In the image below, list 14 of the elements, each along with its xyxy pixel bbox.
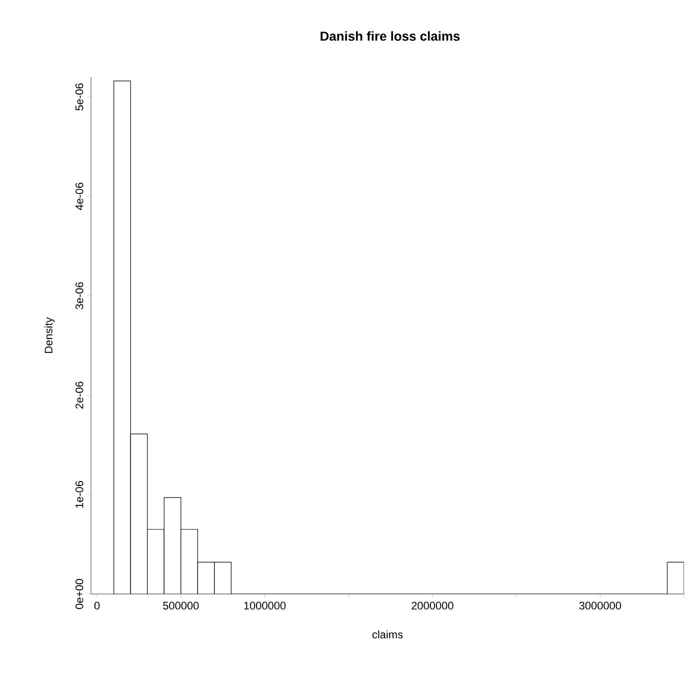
x-tick-label: 2000000 bbox=[412, 602, 454, 610]
y-tick-label: 0e+00 bbox=[75, 579, 84, 609]
x-tick-label: 500000 bbox=[163, 602, 199, 610]
x-tick-label: 0 bbox=[94, 602, 100, 610]
y-axis-title: Density bbox=[44, 317, 55, 353]
y-tick-label: 2e-06 bbox=[75, 382, 84, 409]
chart-title: Danish fire loss claims bbox=[320, 31, 460, 41]
y-tick-label: 4e-06 bbox=[75, 182, 84, 210]
y-tick-label: 3e-06 bbox=[75, 282, 84, 310]
x-tick-label: 3000000 bbox=[579, 602, 622, 610]
x-axis-title: claims bbox=[372, 630, 403, 638]
y-tick-label: 1e-06 bbox=[75, 481, 84, 508]
y-tick-label: 5e-06 bbox=[75, 83, 84, 110]
x-tick-label: 1000000 bbox=[244, 602, 286, 610]
